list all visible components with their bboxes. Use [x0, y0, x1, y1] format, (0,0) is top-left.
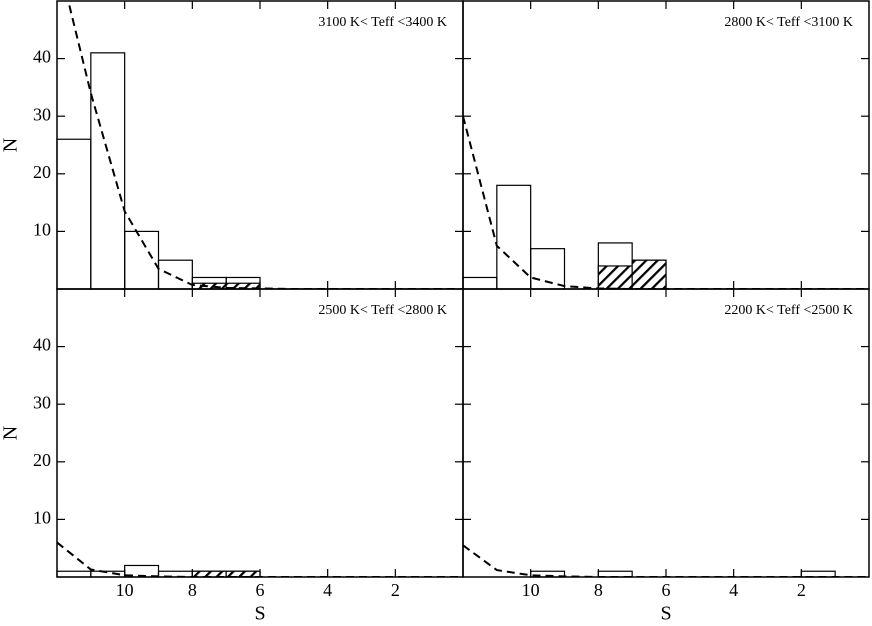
- y-tick-label: 30: [33, 392, 51, 412]
- y-tick-label: 20: [33, 450, 51, 470]
- panel: 10 8 6 4 2 2200 K< Teff <2500 K S: [462, 288, 870, 625]
- hatched-bar: [631, 259, 667, 290]
- y-axis-label: N: [0, 138, 22, 152]
- x-tick-label: 4: [729, 580, 738, 600]
- panel: 10 20 30 40 10 8 6 4 2 2500 K< Teff <2800 K N S: [0, 288, 464, 625]
- y-tick-label: 30: [33, 104, 51, 124]
- bar: [157, 259, 193, 290]
- x-tick-label: 10: [116, 580, 134, 600]
- panel-title: 3100 K< Teff <3400 K: [318, 15, 447, 30]
- hatched-bar: [597, 265, 633, 290]
- bar: [462, 276, 498, 290]
- frame: [56, 288, 464, 578]
- x-tick-label: 10: [522, 580, 540, 600]
- x-tick-label: 4: [323, 580, 332, 600]
- y-tick-label: 10: [33, 220, 51, 240]
- y-axis-label: N: [0, 426, 22, 440]
- bar: [157, 570, 193, 578]
- panel: 2800 K< Teff <3100 K: [462, 0, 870, 290]
- panel-title: 2200 K< Teff <2500 K: [724, 303, 853, 318]
- y-tick-label: 10: [33, 508, 51, 528]
- frame: [462, 0, 870, 290]
- y-tick-label: 40: [33, 335, 51, 355]
- x-tick-label: 2: [797, 580, 806, 600]
- x-tick-label: 8: [188, 580, 197, 600]
- panel: 10 20 30 40 3100 K< Teff <3400 K N: [0, 0, 464, 290]
- x-tick-label: 2: [391, 580, 400, 600]
- bar: [56, 138, 92, 290]
- model-curve: [67, 1, 463, 289]
- bar: [90, 52, 126, 290]
- x-axis-label: S: [254, 603, 265, 625]
- panel-title: 2500 K< Teff <2800 K: [318, 303, 447, 318]
- panel-title: 2800 K< Teff <3100 K: [724, 15, 853, 30]
- bar: [124, 230, 160, 290]
- frame: [462, 288, 870, 578]
- x-tick-label: 6: [662, 580, 671, 600]
- bar: [530, 248, 566, 290]
- frame: [56, 0, 464, 290]
- y-tick-label: 40: [33, 47, 51, 67]
- x-axis-label: S: [660, 603, 671, 625]
- hatched-bar: [191, 282, 227, 290]
- bar: [56, 570, 92, 578]
- x-tick-label: 8: [594, 580, 603, 600]
- y-tick-label: 20: [33, 162, 51, 182]
- x-tick-label: 6: [256, 580, 265, 600]
